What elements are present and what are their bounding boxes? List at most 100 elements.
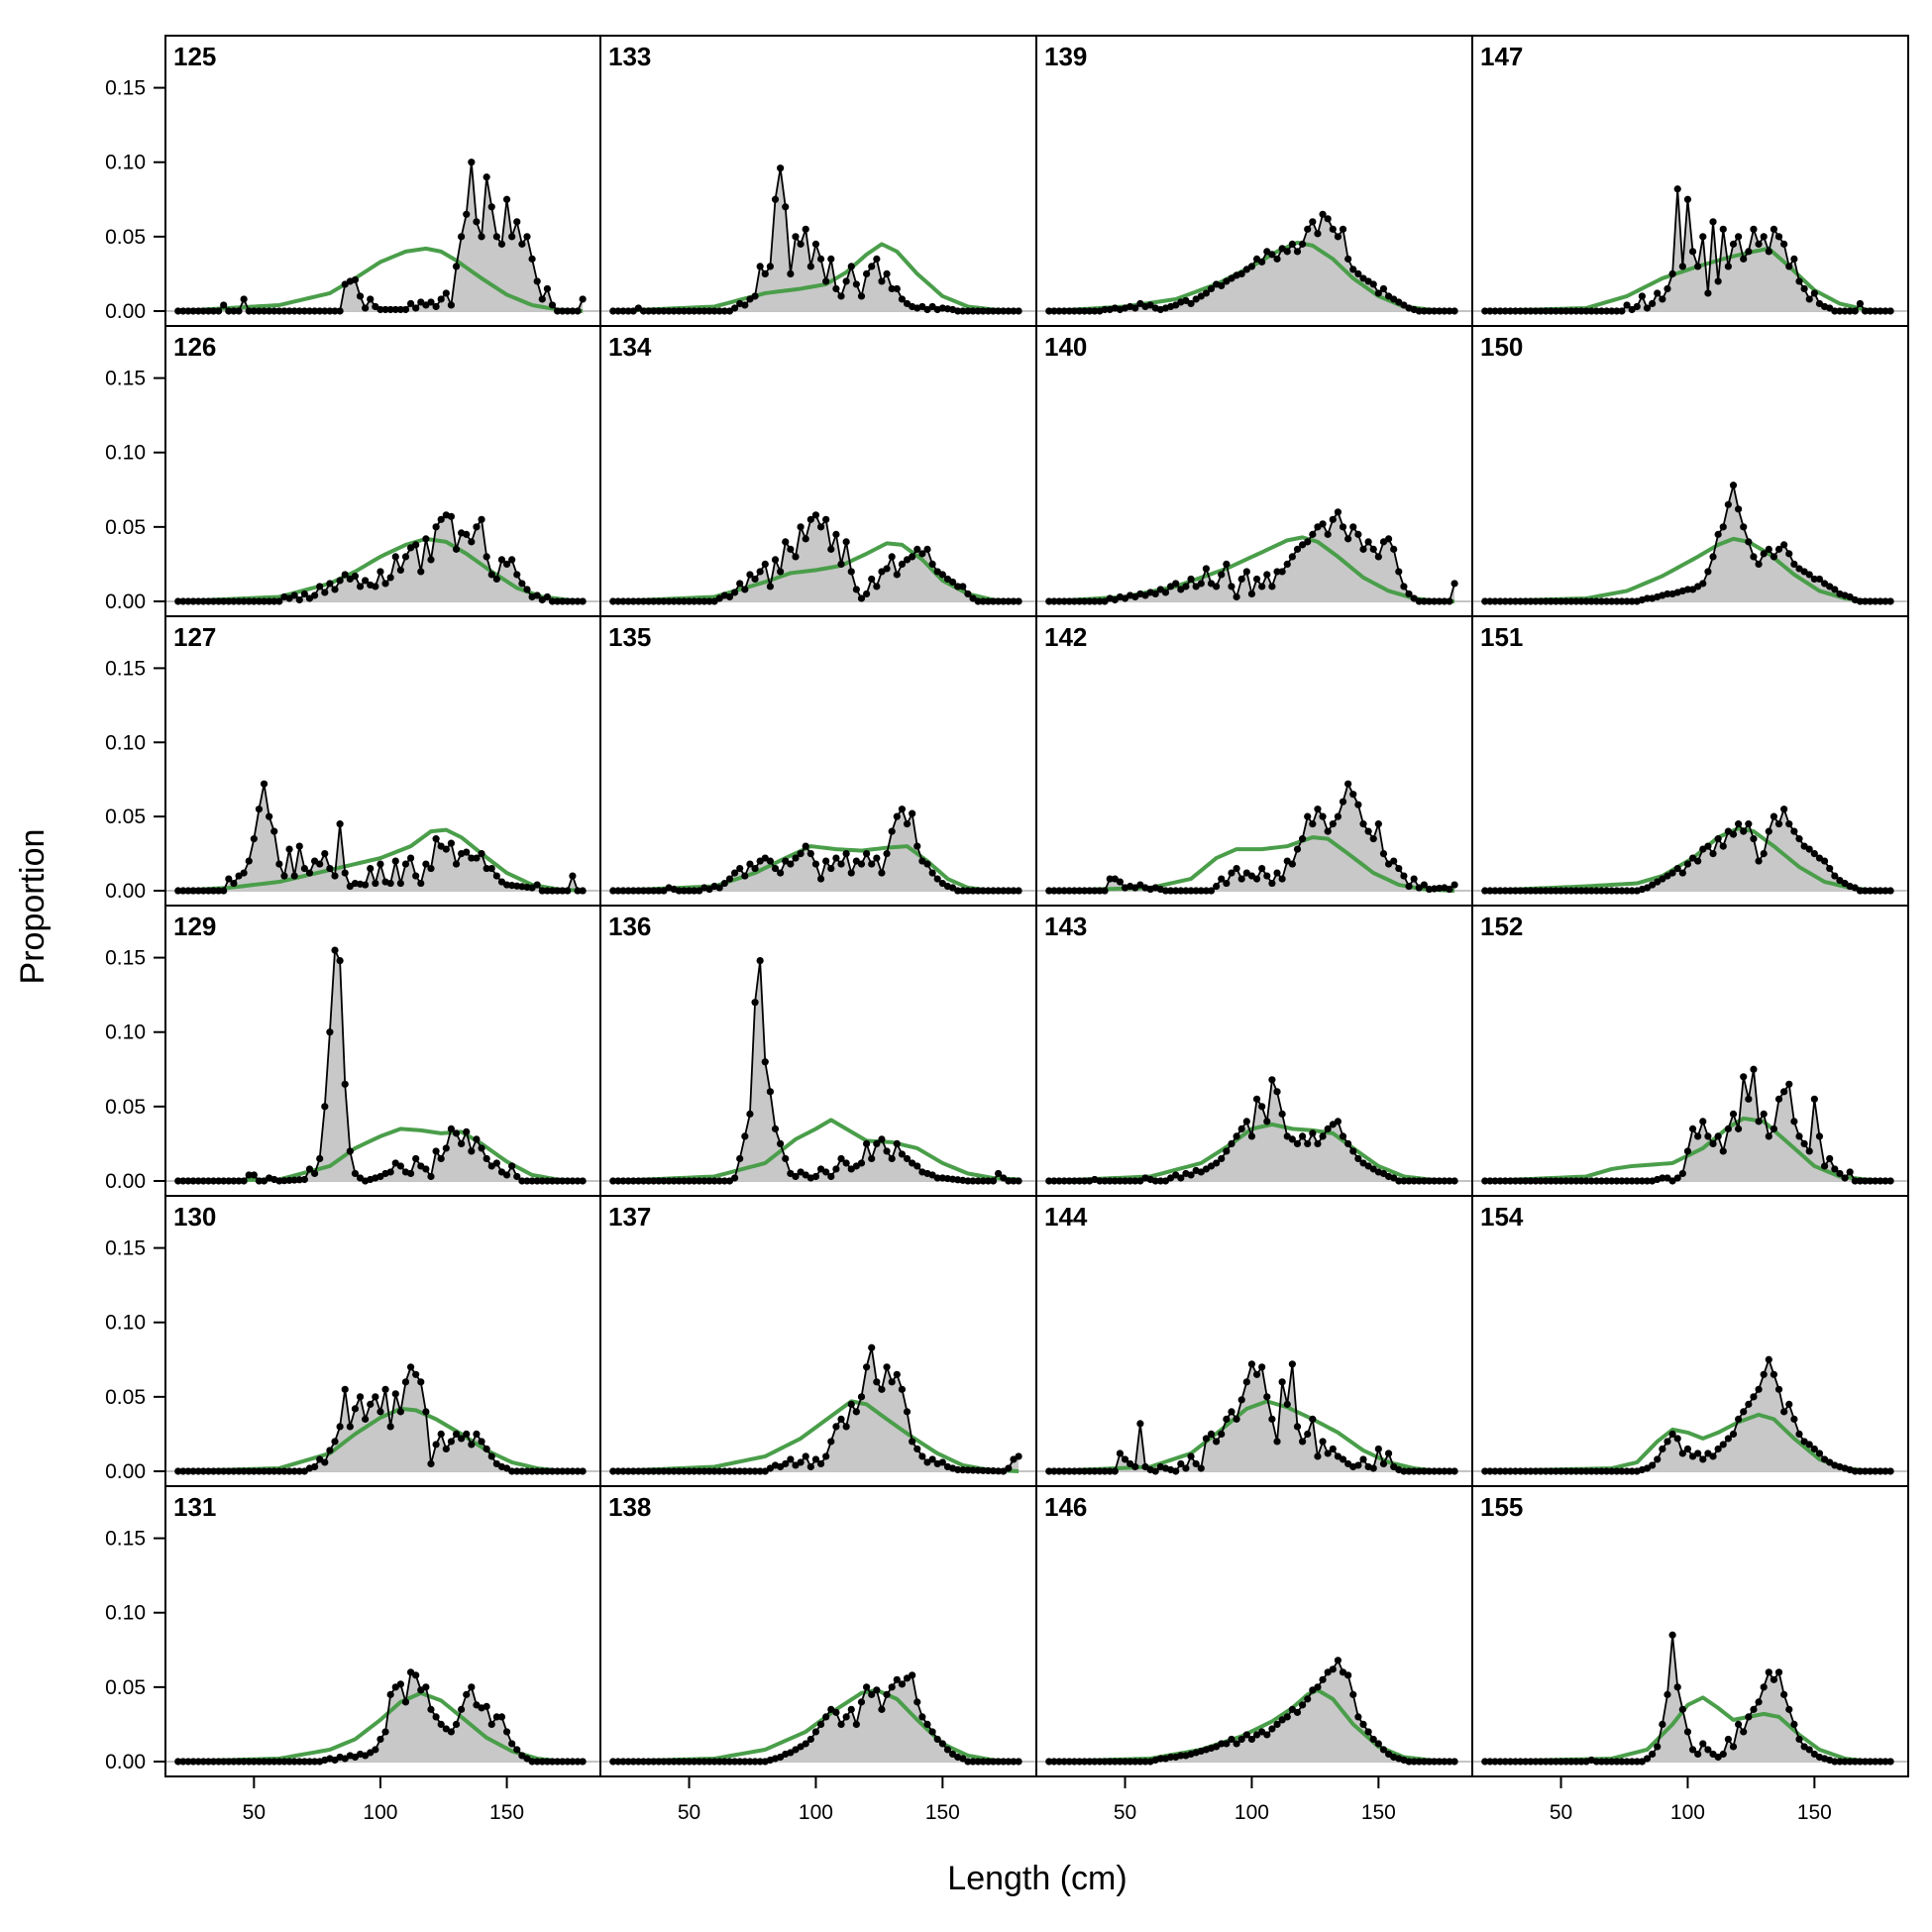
observed-point xyxy=(1415,307,1423,315)
observed-point xyxy=(756,1758,764,1766)
observed-point xyxy=(1086,887,1094,895)
observed-point xyxy=(508,1162,516,1170)
observed-point xyxy=(979,1466,987,1474)
observed-point xyxy=(974,1177,982,1185)
observed-point xyxy=(1501,307,1509,315)
observed-point xyxy=(579,887,587,895)
observed-point xyxy=(974,597,982,605)
observed-point xyxy=(1075,887,1084,895)
observed-point xyxy=(492,1159,500,1167)
observed-point xyxy=(1542,1177,1550,1185)
observed-point xyxy=(1592,1467,1600,1475)
observed-point xyxy=(1339,1455,1347,1463)
observed-point xyxy=(1400,1467,1408,1475)
observed-point xyxy=(1633,1758,1641,1766)
observed-point xyxy=(468,854,476,862)
observed-point xyxy=(685,1758,694,1766)
observed-point xyxy=(1111,1467,1119,1475)
observed-point xyxy=(913,1445,921,1453)
observed-point xyxy=(1015,887,1022,895)
observed-point xyxy=(209,1467,218,1475)
observed-point xyxy=(1060,1758,1068,1766)
observed-point xyxy=(1699,233,1707,241)
observed-area xyxy=(177,1671,584,1762)
observed-point xyxy=(816,875,825,883)
observed-point xyxy=(903,1154,912,1163)
observed-point xyxy=(1223,560,1231,569)
observed-point xyxy=(1349,266,1357,273)
observed-point xyxy=(204,887,212,895)
observed-point xyxy=(1709,218,1717,226)
observed-point xyxy=(1633,1177,1641,1185)
observed-point xyxy=(1881,597,1889,605)
observed-point xyxy=(1659,1174,1666,1182)
observed-point xyxy=(194,1467,202,1475)
observed-point xyxy=(1252,1370,1261,1378)
observed-point xyxy=(1729,1743,1738,1751)
observed-point xyxy=(787,860,795,868)
y-tick-label: 0.05 xyxy=(105,226,146,249)
observed-point xyxy=(230,307,238,315)
observed-area xyxy=(612,1347,1020,1471)
observed-point xyxy=(487,1452,495,1460)
observed-point xyxy=(396,879,404,888)
observed-point xyxy=(928,560,936,569)
observed-point xyxy=(427,298,435,306)
observed-point xyxy=(538,1758,546,1766)
observed-point xyxy=(1810,289,1818,297)
observed-point xyxy=(1729,482,1738,489)
observed-point xyxy=(1161,887,1170,895)
observed-point xyxy=(680,887,689,895)
observed-point xyxy=(868,1690,876,1698)
observed-point xyxy=(1081,887,1089,895)
observed-point xyxy=(1481,1177,1489,1185)
observed-point xyxy=(837,560,845,569)
observed-point xyxy=(868,263,876,270)
observed-point xyxy=(1649,299,1657,308)
observed-point xyxy=(1314,1452,1322,1460)
observed-point xyxy=(386,305,394,314)
observed-point xyxy=(1344,1671,1352,1679)
observed-point xyxy=(761,560,769,569)
observed-point xyxy=(832,1708,840,1716)
observed-point xyxy=(1714,277,1722,285)
observed-point xyxy=(1228,1735,1235,1744)
observed-point xyxy=(1450,1467,1458,1475)
observed-point xyxy=(1790,827,1798,835)
observed-point xyxy=(463,1127,471,1135)
observed-point xyxy=(295,842,303,850)
panel-label: 151 xyxy=(1480,622,1523,652)
observed-point xyxy=(391,553,399,561)
observed-point xyxy=(280,307,288,315)
observed-point xyxy=(300,1175,308,1184)
observed-point xyxy=(1081,1467,1089,1475)
observed-point xyxy=(1765,248,1772,256)
observed-point xyxy=(305,1165,314,1173)
panel-label: 129 xyxy=(173,912,216,941)
observed-point xyxy=(696,1467,703,1475)
observed-area xyxy=(612,808,1020,892)
panel-130: 130 xyxy=(164,1195,601,1487)
observed-point xyxy=(1613,307,1621,315)
observed-point xyxy=(1678,869,1686,877)
observed-point xyxy=(1106,875,1114,883)
observed-point xyxy=(857,594,866,602)
observed-point xyxy=(1699,1118,1707,1126)
observed-point xyxy=(1384,1449,1393,1457)
observed-point xyxy=(174,1758,182,1766)
observed-point xyxy=(746,860,754,868)
observed-point xyxy=(816,1459,825,1468)
observed-point xyxy=(1151,590,1159,598)
observed-point xyxy=(1182,887,1190,895)
observed-point xyxy=(1770,1370,1778,1378)
observed-point xyxy=(1349,523,1357,531)
observed-point xyxy=(918,550,926,558)
observed-point xyxy=(245,1171,253,1179)
panel-label: 146 xyxy=(1044,1492,1087,1522)
observed-point xyxy=(822,1713,830,1721)
observed-point xyxy=(225,1177,233,1185)
panel-plot-area xyxy=(165,1668,600,1766)
observed-point xyxy=(1694,1449,1702,1457)
observed-point xyxy=(1537,597,1545,605)
observed-point xyxy=(538,1177,546,1185)
